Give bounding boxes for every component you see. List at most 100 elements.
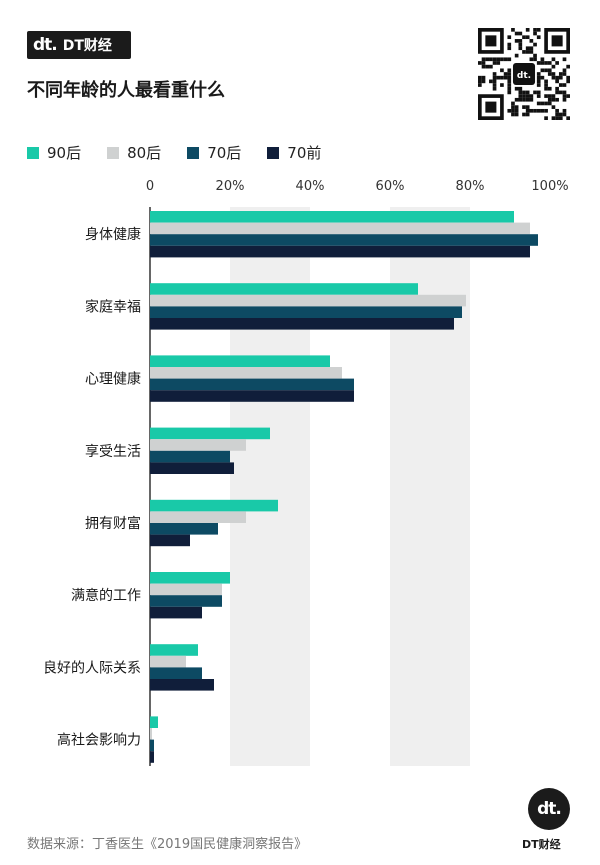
qr-module xyxy=(481,57,486,62)
qr-module xyxy=(551,116,556,120)
qr-module xyxy=(540,68,545,73)
qr-module xyxy=(562,83,567,87)
legend-label-70pre: 70前 xyxy=(287,144,322,162)
qr-module xyxy=(547,97,552,102)
qr-module xyxy=(558,83,563,87)
qr-module xyxy=(522,105,526,109)
qr-module xyxy=(558,116,563,120)
x-tick-label: 60% xyxy=(376,179,405,194)
qr-module xyxy=(489,64,493,69)
qr-module xyxy=(522,112,526,117)
qr-module xyxy=(507,42,512,47)
qr-module xyxy=(492,86,497,91)
qr-module xyxy=(522,50,526,54)
qr-module xyxy=(536,83,541,87)
qr-module xyxy=(525,108,530,113)
qr-module xyxy=(489,57,493,62)
qr-module xyxy=(562,108,567,113)
qr-module xyxy=(558,112,563,117)
bar-7-0 xyxy=(150,716,158,728)
qr-module xyxy=(547,101,552,106)
qr-module xyxy=(547,86,552,91)
qr-module xyxy=(496,75,501,80)
qr-module xyxy=(533,108,537,113)
qr-center-logo xyxy=(512,62,536,86)
qr-module xyxy=(533,90,537,95)
qr-module xyxy=(533,53,537,58)
qr-module xyxy=(562,57,567,62)
bar-6-1 xyxy=(150,655,186,668)
qr-module xyxy=(514,86,519,91)
qr-module xyxy=(533,28,537,32)
bar-3-1 xyxy=(150,439,246,451)
qr-module xyxy=(544,68,548,73)
qr-module xyxy=(511,101,515,106)
bar-5-1 xyxy=(150,583,222,596)
qr-module xyxy=(566,64,570,69)
bar-0-2 xyxy=(150,234,538,246)
qr-module xyxy=(544,116,548,120)
qr-module xyxy=(481,75,486,80)
qr-module xyxy=(536,108,541,113)
bar-3-2 xyxy=(150,450,230,463)
qr-module xyxy=(481,61,486,65)
qr-module xyxy=(507,35,512,40)
bar-1-3 xyxy=(150,318,454,330)
qr-module xyxy=(525,28,530,32)
category-label: 良好的人际关系 xyxy=(43,660,141,676)
qr-module xyxy=(511,105,515,109)
qr-module xyxy=(544,108,548,113)
legend-label-80: 80后 xyxy=(127,144,162,162)
bar-5-0 xyxy=(150,572,230,584)
qr-module xyxy=(547,61,552,65)
qr-module xyxy=(514,112,519,117)
qr-module xyxy=(540,61,545,65)
qr-module xyxy=(562,68,567,73)
bar-4-2 xyxy=(150,523,218,535)
bar-0-3 xyxy=(150,245,530,258)
bar-0-0 xyxy=(150,211,514,223)
qr-finder-core xyxy=(485,35,497,47)
qr-module xyxy=(555,97,559,102)
bar-chart: 0 20% 40% 60% 80% 100% 身体健康家庭幸福心理健康享受生活拥有财富满意的… xyxy=(43,179,569,766)
qr-module xyxy=(518,86,523,91)
qr-module xyxy=(536,61,541,65)
qr-module xyxy=(496,57,501,62)
bar-3-3 xyxy=(150,462,234,474)
qr-module xyxy=(566,116,570,120)
qr-module xyxy=(500,57,504,62)
qr-module xyxy=(514,108,519,113)
qr-module xyxy=(536,79,541,84)
footer-brand: DT财经 xyxy=(522,838,561,851)
legend-item-70pre: 70前 xyxy=(267,142,321,163)
qr-module xyxy=(507,75,512,80)
qr-module xyxy=(489,79,493,84)
qr-finder-core xyxy=(551,35,563,47)
legend-item-70: 70后 xyxy=(187,142,241,163)
qr-module xyxy=(544,101,548,106)
qr-module xyxy=(558,75,563,80)
category-label: 身体健康 xyxy=(85,226,141,243)
qr-module xyxy=(547,72,552,76)
qr-module xyxy=(525,112,530,117)
qr-module xyxy=(518,90,523,95)
qr-module xyxy=(533,42,537,47)
qr-module xyxy=(555,61,559,65)
qr-center-mark: dt. xyxy=(517,71,531,81)
qr-module xyxy=(478,83,482,87)
qr-module xyxy=(551,57,556,62)
qr-finder-core xyxy=(485,101,497,113)
qr-module xyxy=(518,94,523,98)
x-tick-label: 40% xyxy=(296,179,325,194)
qr-module xyxy=(511,108,515,113)
qr-module xyxy=(514,97,519,102)
qr-module xyxy=(547,68,552,73)
bar-1-0 xyxy=(150,283,418,295)
footer-logo-icon: dt. xyxy=(528,788,570,830)
brand-name: DT财经 xyxy=(62,38,112,54)
qr-module xyxy=(503,72,508,76)
qr-module xyxy=(562,72,567,76)
category-label: 高社会影响力 xyxy=(57,732,141,749)
qr-module xyxy=(529,57,534,62)
qr-module xyxy=(566,75,570,80)
